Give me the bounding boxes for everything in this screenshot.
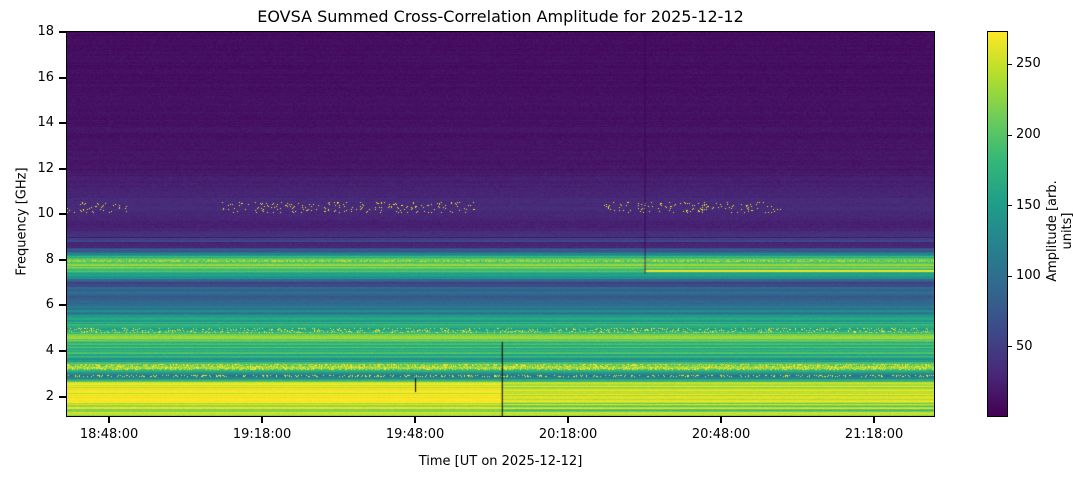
y-tick-label: 4 — [45, 343, 54, 359]
x-axis-label: Time [UT on 2025-12-12] — [418, 454, 583, 469]
y-tick — [59, 304, 66, 307]
x-tick — [567, 416, 570, 423]
y-tick-label: 12 — [37, 160, 54, 176]
colorbar-tick-label: 200 — [1016, 127, 1041, 143]
x-tick — [720, 416, 723, 423]
x-tick-label: 18:48:00 — [79, 427, 139, 442]
y-tick — [59, 122, 66, 125]
colorbar-tick — [1007, 275, 1012, 277]
y-tick — [59, 167, 66, 170]
x-tick — [108, 416, 111, 423]
y-tick — [59, 258, 66, 261]
x-tick-label: 20:18:00 — [538, 427, 598, 442]
x-tick — [261, 416, 264, 423]
x-tick — [414, 416, 417, 423]
colorbar-label: Amplitude [arb. units] — [1045, 180, 1073, 282]
colorbar-tick — [1007, 63, 1012, 65]
y-tick — [59, 350, 66, 353]
y-tick-label: 10 — [37, 206, 54, 222]
colorbar-tick-label: 100 — [1016, 268, 1041, 284]
colorbar-frame — [987, 31, 1008, 417]
colorbar — [988, 32, 1007, 416]
y-tick-label: 14 — [37, 115, 54, 131]
colorbar-tick-label: 150 — [1016, 197, 1041, 213]
y-tick-label: 8 — [45, 251, 54, 267]
x-tick-label: 19:18:00 — [232, 427, 292, 442]
colorbar-tick-label: 250 — [1016, 56, 1041, 72]
x-tick-label: 20:48:00 — [691, 427, 751, 442]
y-tick — [59, 31, 66, 33]
colorbar-tick — [1007, 205, 1012, 207]
y-tick — [59, 213, 66, 216]
y-tick-label: 2 — [45, 388, 54, 404]
chart-title: EOVSA Summed Cross-Correlation Amplitude… — [257, 7, 744, 26]
y-tick-label: 16 — [37, 69, 54, 85]
colorbar-tick — [1007, 346, 1012, 348]
plot-frame — [66, 31, 935, 417]
y-tick-label: 6 — [45, 297, 54, 313]
spectrogram-heatmap — [67, 32, 934, 416]
colorbar-tick-label: 50 — [1016, 338, 1033, 354]
x-tick — [873, 416, 876, 423]
y-tick — [59, 76, 66, 79]
y-tick — [59, 395, 66, 398]
x-tick-label: 19:48:00 — [385, 427, 445, 442]
x-tick-label: 21:18:00 — [844, 427, 904, 442]
colorbar-tick — [1007, 134, 1012, 136]
y-tick-label: 18 — [37, 24, 54, 39]
